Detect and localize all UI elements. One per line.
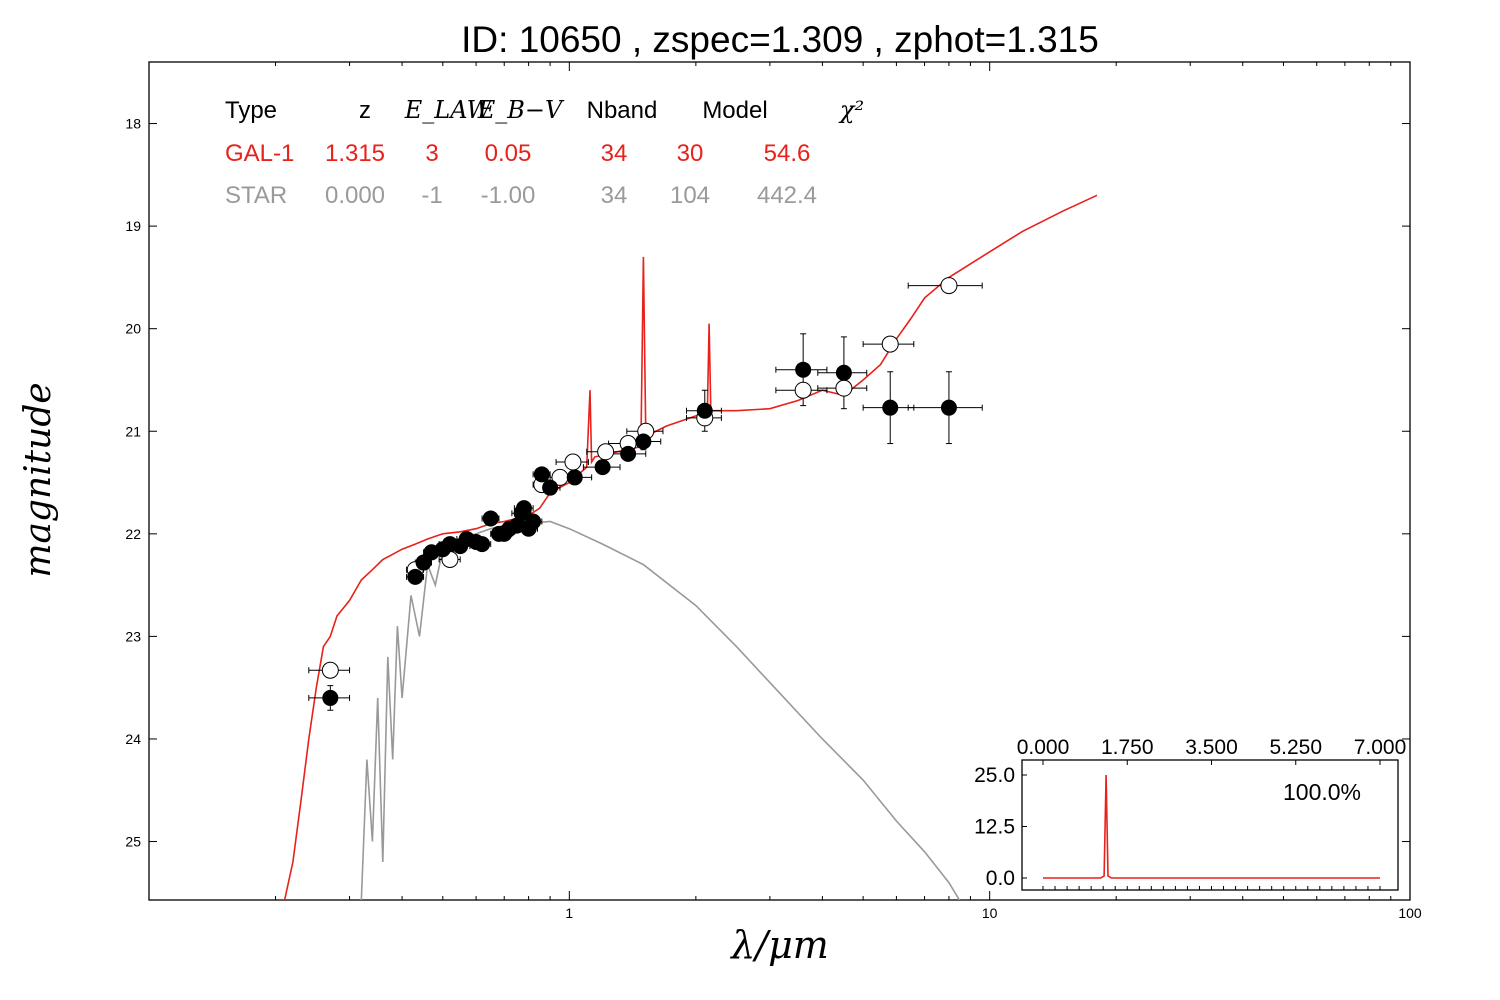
legend-cell: STAR bbox=[225, 182, 287, 209]
plot-frame bbox=[148, 61, 1411, 901]
inset-x-tick-label: 7.000 bbox=[1354, 736, 1407, 759]
legend-cell: 54.6 bbox=[764, 140, 811, 167]
data-point bbox=[542, 479, 559, 496]
legend-header-3: E_B−V bbox=[477, 96, 565, 124]
legend-header-0: Type bbox=[225, 97, 277, 124]
y-axis-label: magnitude bbox=[18, 382, 59, 577]
chart-title: ID: 10650 , zspec=1.309 , zphot=1.315 bbox=[461, 19, 1099, 60]
inset-y-tick-label: 0.0 bbox=[986, 867, 1015, 890]
inset-x-tick-label: 3.500 bbox=[1185, 736, 1238, 759]
legend-header-2: E_LAW bbox=[404, 96, 494, 124]
model-point bbox=[881, 335, 899, 353]
data-point bbox=[533, 466, 550, 483]
data-point bbox=[322, 689, 339, 706]
data-point bbox=[696, 402, 713, 419]
data-point bbox=[474, 536, 491, 553]
model-point bbox=[794, 381, 812, 399]
redshift-pdf-inset: 0.000 1.750 3.500 5.250 7.000 0.0 12.5 25.0 100.… bbox=[974, 736, 1407, 891]
data-point bbox=[620, 445, 637, 462]
inset-y-tick-label: 12.5 bbox=[974, 816, 1015, 839]
legend-cell: 3 bbox=[425, 140, 438, 167]
inset-y-tick-label: 25.0 bbox=[974, 764, 1015, 787]
legend-cell: 1.315 bbox=[325, 140, 385, 167]
legend-cell: 104 bbox=[670, 182, 710, 209]
legend-cell: 30 bbox=[677, 140, 704, 167]
pdf-curve bbox=[1043, 774, 1380, 879]
data-point bbox=[940, 399, 957, 416]
data-point bbox=[594, 459, 611, 476]
legend-cell: 34 bbox=[601, 182, 628, 209]
y-tick-label: 22 bbox=[125, 526, 141, 542]
x-tick-label: 100 bbox=[1398, 905, 1422, 921]
inset-annotation: 100.0% bbox=[1283, 779, 1361, 805]
inset-x-tick-label: 5.250 bbox=[1269, 736, 1322, 759]
data-point bbox=[795, 361, 812, 378]
y-tick-label: 23 bbox=[125, 628, 141, 644]
y-tick-label: 18 bbox=[125, 116, 141, 132]
model-point bbox=[564, 453, 582, 471]
data-point bbox=[566, 469, 583, 486]
legend-header-1: z bbox=[359, 97, 371, 124]
legend-cell: GAL-1 bbox=[225, 140, 294, 167]
inset-x-tick-label: 0.000 bbox=[1017, 736, 1070, 759]
model-point bbox=[940, 277, 958, 295]
axes: 18 19 20 21 22 23 24 25 1 10 100 bbox=[125, 62, 1422, 921]
legend-cell: 0.05 bbox=[485, 140, 532, 167]
data-point bbox=[635, 433, 652, 450]
legend-cell: 0.000 bbox=[325, 182, 385, 209]
data-point bbox=[407, 568, 424, 585]
legend-header-6: χ² bbox=[838, 96, 864, 124]
data-point bbox=[835, 364, 852, 381]
y-tick-label: 19 bbox=[125, 218, 141, 234]
y-tick-label: 24 bbox=[125, 731, 141, 747]
model-point bbox=[835, 379, 853, 397]
plot-content bbox=[283, 194, 1098, 900]
legend-header-5: Model bbox=[702, 97, 767, 124]
inset-x-tick-label: 1.750 bbox=[1101, 736, 1154, 759]
x-tick-label: 10 bbox=[982, 905, 998, 921]
galaxy-template-line bbox=[283, 194, 1098, 900]
data-point bbox=[882, 399, 899, 416]
x-axis-label: λ/μm bbox=[729, 923, 829, 967]
model-point bbox=[597, 443, 615, 461]
y-tick-label: 25 bbox=[125, 834, 141, 850]
legend-cell: 34 bbox=[601, 140, 628, 167]
data-point bbox=[515, 500, 532, 517]
main-plot-area bbox=[283, 194, 1098, 900]
data-point bbox=[482, 510, 499, 527]
inset-frame bbox=[1021, 759, 1399, 891]
data-point bbox=[525, 513, 542, 530]
legend-cell: -1 bbox=[421, 182, 442, 209]
star-template-line bbox=[360, 520, 961, 900]
legend-header-4: Nband bbox=[587, 97, 658, 124]
legend-cell: -1.00 bbox=[481, 182, 536, 209]
y-tick-label: 21 bbox=[125, 423, 141, 439]
y-tick-label: 20 bbox=[125, 321, 141, 337]
x-tick-label: 1 bbox=[565, 905, 573, 921]
model-point bbox=[321, 661, 339, 679]
legend-cell: 442.4 bbox=[757, 182, 817, 209]
